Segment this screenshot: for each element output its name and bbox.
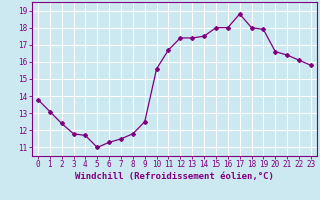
X-axis label: Windchill (Refroidissement éolien,°C): Windchill (Refroidissement éolien,°C) — [75, 172, 274, 181]
